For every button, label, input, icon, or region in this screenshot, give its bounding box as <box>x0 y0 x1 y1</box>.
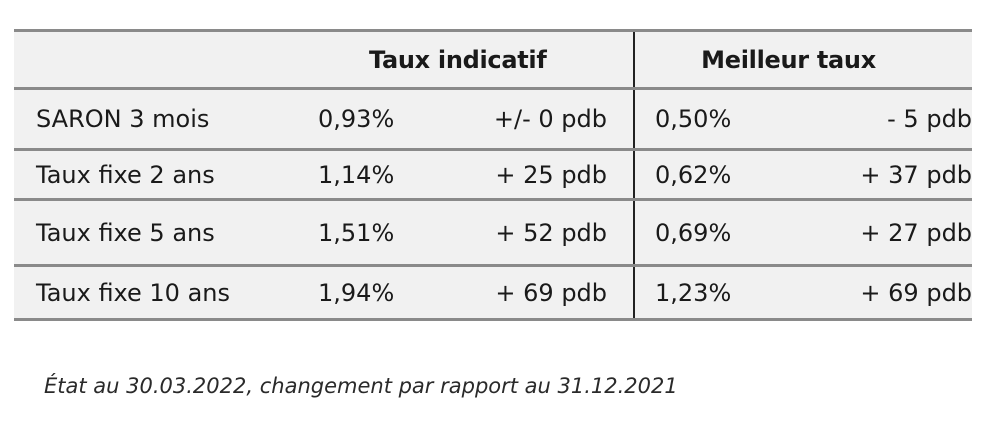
best-rate-value: 0,69% <box>633 199 785 267</box>
best-rate-value: 0,50% <box>633 88 785 151</box>
row-label: Taux fixe 10 ans <box>14 265 289 321</box>
header-best-rate: Meilleur taux <box>633 29 973 90</box>
row-label: Taux fixe 2 ans <box>14 149 289 201</box>
row-label: SARON 3 mois <box>14 88 289 151</box>
footnote: État au 30.03.2022, changement par rappo… <box>44 374 678 398</box>
indicative-rate-change: + 52 pdb <box>439 199 635 267</box>
best-rate-change: + 27 pdb <box>784 199 973 267</box>
header-row: Taux indicatif Meilleur taux <box>14 29 973 90</box>
indicative-rate-change: + 69 pdb <box>439 265 635 321</box>
table-row: Taux fixe 5 ans 1,51% + 52 pdb 0,69% + 2… <box>14 199 973 267</box>
best-rate-value: 1,23% <box>633 265 785 321</box>
row-label: Taux fixe 5 ans <box>14 199 289 267</box>
indicative-rate-value: 1,14% <box>289 149 439 201</box>
indicative-rate-change: +/- 0 pdb <box>439 88 635 151</box>
indicative-rate-value: 0,93% <box>289 88 439 151</box>
best-rate-value: 0,62% <box>633 149 785 201</box>
rates-table: Taux indicatif Meilleur taux SARON 3 moi… <box>14 29 973 321</box>
indicative-rate-value: 1,94% <box>289 265 439 321</box>
best-rate-change: - 5 pdb <box>784 88 973 151</box>
table-row: Taux fixe 2 ans 1,14% + 25 pdb 0,62% + 3… <box>14 149 973 201</box>
indicative-rate-value: 1,51% <box>289 199 439 267</box>
header-indicative-rate: Taux indicatif <box>289 29 635 90</box>
best-rate-change: + 37 pdb <box>784 149 973 201</box>
header-label-cell <box>14 29 289 90</box>
indicative-rate-change: + 25 pdb <box>439 149 635 201</box>
best-rate-change: + 69 pdb <box>784 265 973 321</box>
table-row: SARON 3 mois 0,93% +/- 0 pdb 0,50% - 5 p… <box>14 88 973 151</box>
table-row: Taux fixe 10 ans 1,94% + 69 pdb 1,23% + … <box>14 265 973 321</box>
